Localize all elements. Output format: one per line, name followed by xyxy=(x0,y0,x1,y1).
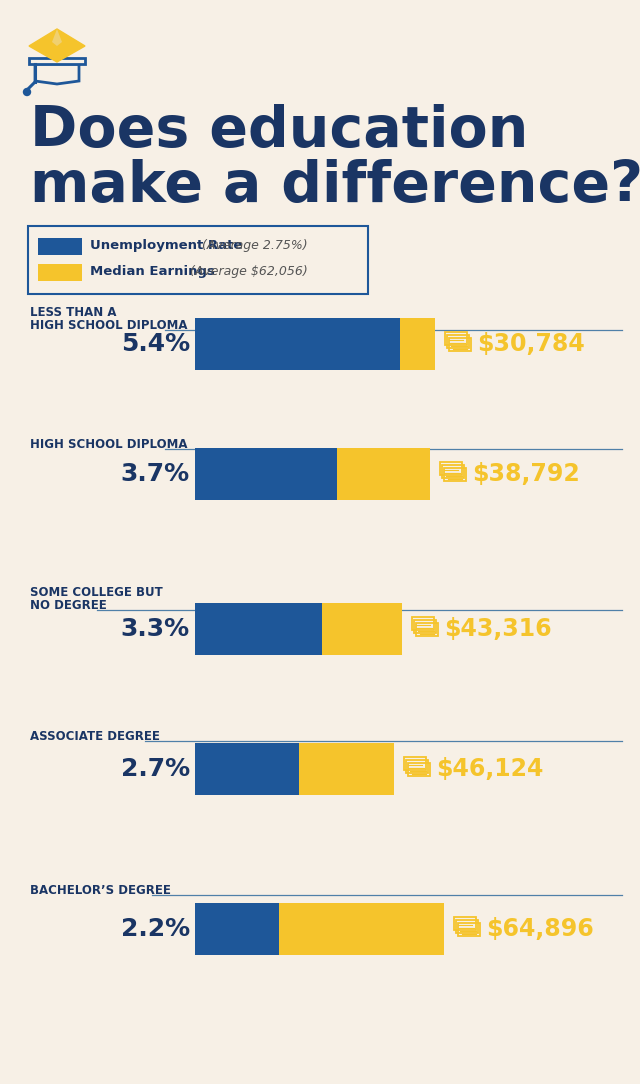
Bar xyxy=(400,318,435,370)
Bar xyxy=(29,59,85,64)
Bar xyxy=(454,917,476,930)
Bar xyxy=(38,238,82,255)
Bar xyxy=(440,462,462,475)
Text: HIGH SCHOOL DIPLOMA: HIGH SCHOOL DIPLOMA xyxy=(30,438,188,451)
Bar xyxy=(444,468,466,481)
Polygon shape xyxy=(35,64,79,83)
Bar xyxy=(447,335,469,348)
Text: Does education: Does education xyxy=(30,104,529,159)
Polygon shape xyxy=(52,29,62,46)
Bar xyxy=(195,743,299,795)
Circle shape xyxy=(24,89,31,95)
Bar xyxy=(195,318,400,370)
Bar xyxy=(404,757,426,770)
Text: $30,784: $30,784 xyxy=(477,332,585,356)
Bar xyxy=(445,332,467,345)
Text: BACHELOR’S DEGREE: BACHELOR’S DEGREE xyxy=(30,883,171,896)
Bar xyxy=(337,448,430,500)
Bar xyxy=(38,264,82,281)
Text: NO DEGREE: NO DEGREE xyxy=(30,599,107,612)
Polygon shape xyxy=(29,29,85,62)
Text: SOME COLLEGE BUT: SOME COLLEGE BUT xyxy=(30,586,163,599)
Text: make a difference?: make a difference? xyxy=(30,159,640,214)
Text: (Average 2.75%): (Average 2.75%) xyxy=(202,240,308,253)
Text: $46,124: $46,124 xyxy=(436,757,543,780)
Text: 2.2%: 2.2% xyxy=(121,917,190,941)
Text: ASSOCIATE DEGREE: ASSOCIATE DEGREE xyxy=(30,730,160,743)
Text: (Average $62,056): (Average $62,056) xyxy=(190,266,308,279)
Bar xyxy=(195,903,279,955)
Text: Median Earnings: Median Earnings xyxy=(90,266,215,279)
Text: LESS THAN A: LESS THAN A xyxy=(30,306,116,319)
Text: 3.3%: 3.3% xyxy=(121,617,190,641)
Text: $38,792: $38,792 xyxy=(472,462,580,486)
Text: $43,316: $43,316 xyxy=(444,617,552,641)
Text: 2.7%: 2.7% xyxy=(121,757,190,780)
Bar xyxy=(406,760,428,773)
Bar xyxy=(412,617,434,630)
Bar xyxy=(299,743,394,795)
Text: 5.4%: 5.4% xyxy=(121,332,190,356)
Bar xyxy=(414,620,436,633)
Bar xyxy=(442,465,464,478)
FancyBboxPatch shape xyxy=(28,225,368,294)
Text: 3.7%: 3.7% xyxy=(121,462,190,486)
Bar xyxy=(408,763,430,776)
Text: $64,896: $64,896 xyxy=(486,917,594,941)
Bar xyxy=(279,903,444,955)
Bar xyxy=(458,922,480,935)
Bar xyxy=(195,448,337,500)
Text: HIGH SCHOOL DIPLOMA: HIGH SCHOOL DIPLOMA xyxy=(30,319,188,332)
Text: Unemployment Rate: Unemployment Rate xyxy=(90,240,243,253)
Bar xyxy=(456,920,478,933)
Bar xyxy=(195,603,322,655)
Bar xyxy=(449,338,471,351)
Bar xyxy=(322,603,402,655)
Bar xyxy=(416,623,438,636)
